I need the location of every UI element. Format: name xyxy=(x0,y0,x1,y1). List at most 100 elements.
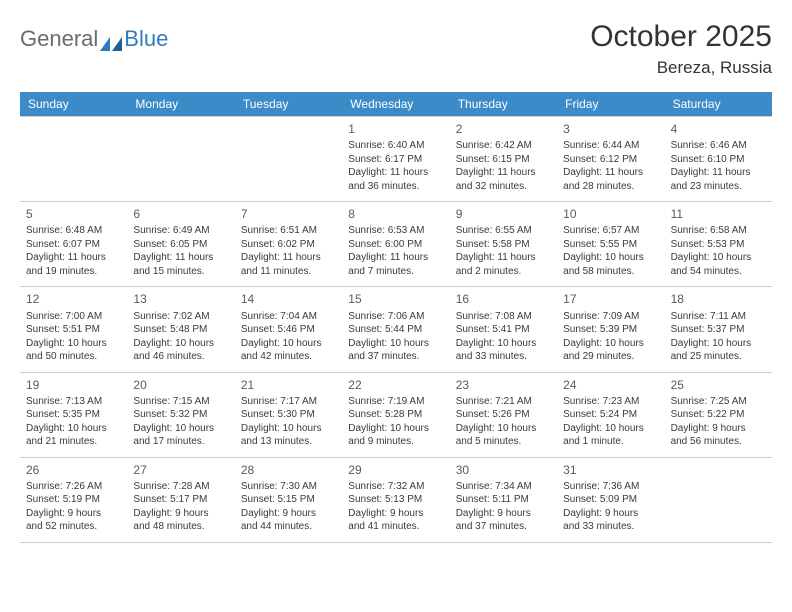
day2-line: and 52 minutes. xyxy=(26,520,121,534)
day2-line: and 15 minutes. xyxy=(133,265,228,279)
day-cell: 2Sunrise: 6:42 AMSunset: 6:15 PMDaylight… xyxy=(450,116,557,201)
sunrise-line: Sunrise: 7:34 AM xyxy=(456,480,551,494)
sunset-line: Sunset: 5:26 PM xyxy=(456,408,551,422)
day1-line: Daylight: 9 hours xyxy=(241,507,336,521)
title-block: October 2025 Bereza, Russia xyxy=(590,20,772,78)
day1-line: Daylight: 10 hours xyxy=(456,422,551,436)
day-number: 23 xyxy=(456,377,551,393)
sunset-line: Sunset: 5:11 PM xyxy=(456,493,551,507)
sunrise-line: Sunrise: 6:55 AM xyxy=(456,224,551,238)
day-cell: 29Sunrise: 7:32 AMSunset: 5:13 PMDayligh… xyxy=(342,457,449,543)
sunrise-line: Sunrise: 7:06 AM xyxy=(348,310,443,324)
sunset-line: Sunset: 5:30 PM xyxy=(241,408,336,422)
sunrise-line: Sunrise: 7:26 AM xyxy=(26,480,121,494)
month-title: October 2025 xyxy=(590,20,772,54)
sunset-line: Sunset: 5:39 PM xyxy=(563,323,658,337)
day-cell: 4Sunrise: 6:46 AMSunset: 6:10 PMDaylight… xyxy=(665,116,772,201)
brand-part1: General xyxy=(20,26,98,52)
sunrise-line: Sunrise: 7:30 AM xyxy=(241,480,336,494)
day2-line: and 29 minutes. xyxy=(563,350,658,364)
sunrise-line: Sunrise: 7:25 AM xyxy=(671,395,766,409)
day-cell: 14Sunrise: 7:04 AMSunset: 5:46 PMDayligh… xyxy=(235,286,342,371)
day-cell: 9Sunrise: 6:55 AMSunset: 5:58 PMDaylight… xyxy=(450,201,557,286)
sunset-line: Sunset: 5:13 PM xyxy=(348,493,443,507)
sunset-line: Sunset: 5:15 PM xyxy=(241,493,336,507)
sunset-line: Sunset: 5:53 PM xyxy=(671,238,766,252)
day-number: 26 xyxy=(26,462,121,478)
day1-line: Daylight: 11 hours xyxy=(671,166,766,180)
sail-icon xyxy=(100,31,122,47)
day-number: 8 xyxy=(348,206,443,222)
day1-line: Daylight: 11 hours xyxy=(241,251,336,265)
day-header: Wednesday xyxy=(342,92,449,116)
day2-line: and 13 minutes. xyxy=(241,435,336,449)
brand-part2: Blue xyxy=(124,26,168,52)
sunrise-line: Sunrise: 7:09 AM xyxy=(563,310,658,324)
day-cell: 17Sunrise: 7:09 AMSunset: 5:39 PMDayligh… xyxy=(557,286,664,371)
day2-line: and 23 minutes. xyxy=(671,180,766,194)
day1-line: Daylight: 9 hours xyxy=(26,507,121,521)
day1-line: Daylight: 9 hours xyxy=(133,507,228,521)
day2-line: and 1 minute. xyxy=(563,435,658,449)
day-number: 6 xyxy=(133,206,228,222)
day1-line: Daylight: 9 hours xyxy=(563,507,658,521)
sunset-line: Sunset: 5:48 PM xyxy=(133,323,228,337)
sunrise-line: Sunrise: 6:44 AM xyxy=(563,139,658,153)
day-cell: 11Sunrise: 6:58 AMSunset: 5:53 PMDayligh… xyxy=(665,201,772,286)
day-cell: 25Sunrise: 7:25 AMSunset: 5:22 PMDayligh… xyxy=(665,372,772,457)
day-cell: 31Sunrise: 7:36 AMSunset: 5:09 PMDayligh… xyxy=(557,457,664,543)
sunrise-line: Sunrise: 6:58 AM xyxy=(671,224,766,238)
day1-line: Daylight: 10 hours xyxy=(26,337,121,351)
day2-line: and 9 minutes. xyxy=(348,435,443,449)
sunset-line: Sunset: 6:10 PM xyxy=(671,153,766,167)
sunset-line: Sunset: 6:17 PM xyxy=(348,153,443,167)
day-cell: 7Sunrise: 6:51 AMSunset: 6:02 PMDaylight… xyxy=(235,201,342,286)
day-header: Thursday xyxy=(450,92,557,116)
day-cell: 15Sunrise: 7:06 AMSunset: 5:44 PMDayligh… xyxy=(342,286,449,371)
day-cell-empty xyxy=(20,116,127,201)
day-cell: 19Sunrise: 7:13 AMSunset: 5:35 PMDayligh… xyxy=(20,372,127,457)
sunset-line: Sunset: 5:22 PM xyxy=(671,408,766,422)
day1-line: Daylight: 9 hours xyxy=(348,507,443,521)
day1-line: Daylight: 11 hours xyxy=(563,166,658,180)
day-number: 30 xyxy=(456,462,551,478)
sunrise-line: Sunrise: 7:13 AM xyxy=(26,395,121,409)
sunrise-line: Sunrise: 7:02 AM xyxy=(133,310,228,324)
day-number: 31 xyxy=(563,462,658,478)
day2-line: and 2 minutes. xyxy=(456,265,551,279)
day2-line: and 19 minutes. xyxy=(26,265,121,279)
sunset-line: Sunset: 6:15 PM xyxy=(456,153,551,167)
day-cell: 3Sunrise: 6:44 AMSunset: 6:12 PMDaylight… xyxy=(557,116,664,201)
day2-line: and 11 minutes. xyxy=(241,265,336,279)
day-number: 3 xyxy=(563,121,658,137)
location-label: Bereza, Russia xyxy=(590,58,772,78)
sunset-line: Sunset: 5:32 PM xyxy=(133,408,228,422)
day-cell: 16Sunrise: 7:08 AMSunset: 5:41 PMDayligh… xyxy=(450,286,557,371)
sunset-line: Sunset: 6:05 PM xyxy=(133,238,228,252)
day-number: 28 xyxy=(241,462,336,478)
day-number: 7 xyxy=(241,206,336,222)
day2-line: and 17 minutes. xyxy=(133,435,228,449)
day-number: 12 xyxy=(26,291,121,307)
day-number: 17 xyxy=(563,291,658,307)
day-number: 16 xyxy=(456,291,551,307)
sunrise-line: Sunrise: 7:36 AM xyxy=(563,480,658,494)
day-header: Sunday xyxy=(20,92,127,116)
day1-line: Daylight: 10 hours xyxy=(671,337,766,351)
sunset-line: Sunset: 5:24 PM xyxy=(563,408,658,422)
day1-line: Daylight: 10 hours xyxy=(133,422,228,436)
day2-line: and 28 minutes. xyxy=(563,180,658,194)
day1-line: Daylight: 11 hours xyxy=(348,251,443,265)
sunrise-line: Sunrise: 7:21 AM xyxy=(456,395,551,409)
day-cell-empty xyxy=(235,116,342,201)
day-cell: 6Sunrise: 6:49 AMSunset: 6:05 PMDaylight… xyxy=(127,201,234,286)
day1-line: Daylight: 10 hours xyxy=(241,337,336,351)
day1-line: Daylight: 10 hours xyxy=(348,337,443,351)
sunrise-line: Sunrise: 7:08 AM xyxy=(456,310,551,324)
day2-line: and 32 minutes. xyxy=(456,180,551,194)
sunset-line: Sunset: 6:00 PM xyxy=(348,238,443,252)
day1-line: Daylight: 10 hours xyxy=(563,422,658,436)
day1-line: Daylight: 9 hours xyxy=(456,507,551,521)
day-cell: 26Sunrise: 7:26 AMSunset: 5:19 PMDayligh… xyxy=(20,457,127,543)
day-number: 20 xyxy=(133,377,228,393)
